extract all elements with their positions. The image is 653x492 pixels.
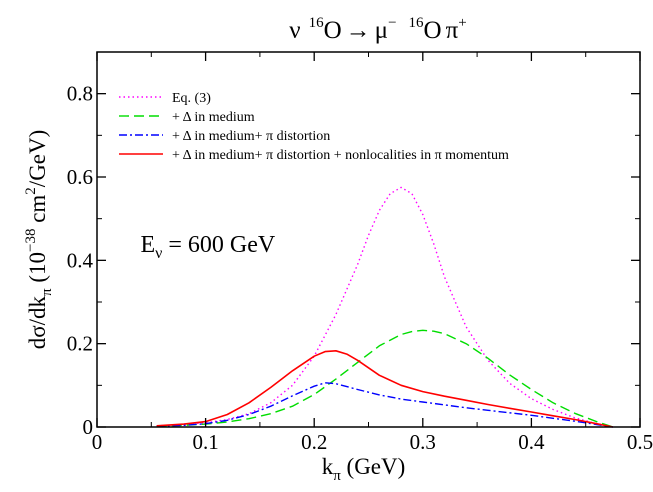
legend-label-3: + Δ in medium+ π distortion bbox=[172, 129, 330, 144]
plot-area bbox=[156, 186, 614, 428]
y-axis: 0 0.2 0.4 0.6 0.8 bbox=[67, 51, 640, 439]
y-tick-label: 0.8 bbox=[67, 82, 93, 106]
legend: Eq. (3) + Δ in medium + Δ in medium+ π dis… bbox=[119, 91, 509, 163]
x-tick-label: 0 bbox=[92, 430, 103, 454]
y-axis-label: dσ/dkπ (10−38 cm2/GeV) bbox=[23, 130, 55, 350]
y-tick-label: 0.2 bbox=[67, 332, 93, 356]
x-tick-label: 0.1 bbox=[192, 430, 218, 454]
x-tick-label: 0.3 bbox=[410, 430, 436, 454]
energy-annotation: Eν = 600 GeV bbox=[140, 232, 275, 262]
legend-label-4: + Δ in medium+ π distortion + nonlocalit… bbox=[172, 148, 509, 163]
legend-label-2: + Δ in medium bbox=[172, 110, 255, 125]
x-tick-label: 0.2 bbox=[301, 430, 327, 454]
x-axis-label: kπ (GeV) bbox=[322, 454, 406, 484]
x-axis: 0 0.1 0.2 0.3 0.4 0.5 bbox=[92, 52, 653, 454]
y-tick-label: 0 bbox=[83, 415, 94, 439]
chart-title: ν 16O → μ− 16O π+ bbox=[289, 15, 466, 44]
x-tick-label: 0.4 bbox=[518, 430, 545, 454]
series-line-4 bbox=[156, 350, 614, 428]
x-tick-label: 0.5 bbox=[627, 430, 653, 454]
series-line-2 bbox=[156, 329, 614, 428]
y-tick-label: 0.4 bbox=[67, 248, 94, 272]
series-line-1 bbox=[156, 186, 614, 428]
series-line-3 bbox=[156, 382, 614, 428]
y-tick-label: 0.6 bbox=[67, 165, 93, 189]
legend-label-1: Eq. (3) bbox=[172, 91, 211, 106]
